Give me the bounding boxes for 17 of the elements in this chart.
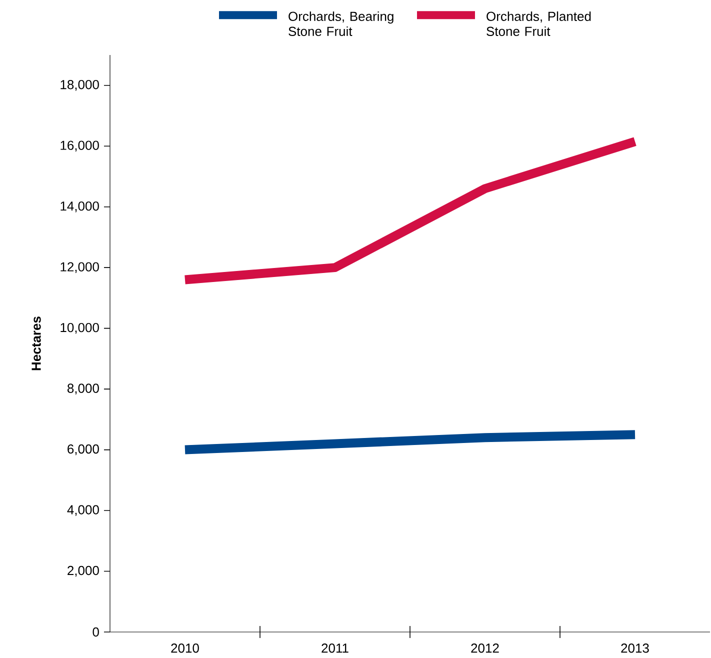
legend-label: Orchards, Planted Stone Fruit <box>486 11 591 36</box>
y-tick-label: 0 <box>92 627 99 637</box>
y-tick-label: 18,000 <box>60 80 99 91</box>
y-tick-label: 4,000 <box>67 505 99 516</box>
legend-label: Orchards, Bearing Stone Fruit <box>288 11 394 36</box>
x-tick-label: 2010 <box>171 644 199 653</box>
y-tick-label: 10,000 <box>60 322 99 334</box>
y-tick-label: 8,000 <box>67 384 99 394</box>
y-axis-title: Hectares <box>32 316 41 370</box>
y-tick-label: 14,000 <box>60 201 99 212</box>
y-tick-label: 12,000 <box>60 262 99 273</box>
x-tick-label: 2011 <box>322 644 348 653</box>
y-tick-label: 6,000 <box>68 444 99 456</box>
y-tick-label: 16,000 <box>60 140 99 152</box>
x-tick-label: 2012 <box>471 644 499 653</box>
y-tick-label: 2,000 <box>68 566 99 577</box>
x-tick-label: 2013 <box>621 644 649 653</box>
